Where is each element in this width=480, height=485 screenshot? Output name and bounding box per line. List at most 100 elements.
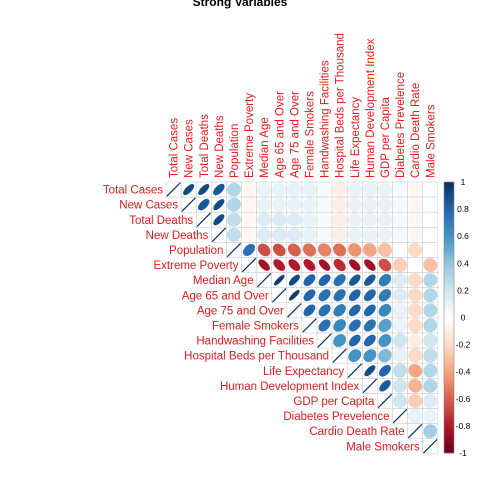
row-label: Age 75 and Over bbox=[197, 305, 284, 317]
legend-color-band bbox=[444, 266, 454, 271]
corr-ellipse bbox=[333, 258, 346, 272]
legend-color-band bbox=[444, 222, 454, 227]
legend-color-band bbox=[444, 429, 454, 433]
corr-ellipse bbox=[287, 212, 302, 227]
corr-ellipse bbox=[272, 197, 287, 212]
corr-ellipse bbox=[378, 289, 392, 302]
row-label: Population bbox=[169, 245, 223, 257]
row-label: Handwashing Facilities bbox=[196, 336, 314, 348]
corr-ellipse bbox=[378, 273, 392, 287]
legend-color-band bbox=[444, 344, 454, 349]
corr-ellipse bbox=[408, 242, 423, 258]
legend-color-band bbox=[444, 249, 454, 254]
corr-diagonal-mark bbox=[272, 288, 287, 303]
legend-tick-label: 0.8 bbox=[457, 204, 469, 214]
legend-color-band bbox=[444, 412, 454, 417]
corr-ellipse bbox=[392, 348, 408, 363]
row-label: Diabetes Prevelence bbox=[283, 411, 389, 423]
corr-ellipse bbox=[302, 227, 317, 242]
corr-ellipse bbox=[377, 227, 393, 242]
corr-ellipse bbox=[408, 333, 423, 348]
corr-ellipse bbox=[257, 212, 272, 227]
legend-color-band bbox=[444, 436, 454, 440]
corr-ellipse bbox=[363, 289, 376, 302]
corr-ellipse bbox=[317, 227, 332, 242]
corr-ellipse bbox=[318, 319, 331, 332]
corr-ellipse bbox=[317, 197, 332, 212]
corr-ellipse bbox=[197, 198, 210, 211]
corr-ellipse bbox=[272, 182, 287, 197]
column-label: Human Development Index bbox=[365, 38, 377, 178]
corr-ellipse bbox=[423, 227, 438, 242]
corr-ellipse bbox=[226, 212, 241, 227]
legend-color-band bbox=[444, 398, 454, 403]
legend-color-band bbox=[444, 402, 454, 406]
corr-ellipse bbox=[242, 243, 256, 257]
corr-diagonal-mark bbox=[392, 408, 408, 424]
legend-color-band bbox=[444, 256, 454, 261]
legend-color-band bbox=[444, 293, 454, 298]
corr-ellipse bbox=[347, 212, 362, 227]
column-label: Life Expectancy bbox=[350, 97, 362, 178]
corr-ellipse bbox=[348, 334, 361, 347]
legend-color-band bbox=[444, 253, 454, 257]
corr-ellipse bbox=[333, 243, 347, 257]
row-label: Female Smokers bbox=[212, 320, 299, 332]
corr-ellipse bbox=[303, 289, 316, 302]
legend-color-band bbox=[444, 405, 454, 410]
legend-color-band bbox=[444, 215, 454, 220]
corr-ellipse bbox=[318, 274, 331, 287]
legend-color-band bbox=[444, 310, 454, 315]
corr-ellipse bbox=[348, 304, 361, 317]
corr-ellipse bbox=[392, 182, 408, 197]
corr-ellipse bbox=[288, 259, 301, 271]
legend-color-band bbox=[444, 185, 454, 190]
corr-ellipse bbox=[378, 348, 392, 363]
corr-ellipse bbox=[423, 212, 438, 227]
legend-color-band bbox=[444, 287, 454, 291]
corr-ellipse bbox=[226, 197, 241, 212]
row-label: Hospital Beds per Thousand bbox=[184, 351, 329, 363]
legend-color-band bbox=[444, 239, 454, 244]
corr-ellipse bbox=[241, 212, 257, 227]
legend-color-band bbox=[444, 182, 454, 186]
legend-color-band bbox=[444, 195, 454, 200]
corr-ellipse bbox=[302, 182, 317, 197]
legend-color-band bbox=[444, 327, 454, 332]
column-label: New Cases bbox=[184, 119, 196, 178]
column-label: Age 75 and Over bbox=[289, 91, 301, 178]
corr-ellipse bbox=[392, 197, 408, 212]
corr-ellipse bbox=[408, 273, 423, 288]
legend-color-band bbox=[444, 341, 454, 345]
corr-ellipse bbox=[423, 424, 438, 439]
column-label: Age 65 and Over bbox=[274, 91, 286, 178]
corr-ellipse bbox=[378, 334, 392, 348]
legend-color-band bbox=[444, 314, 454, 318]
corr-diagonal-mark bbox=[302, 318, 317, 333]
column-label: GDP per Capita bbox=[380, 96, 392, 178]
legend-color-band bbox=[444, 337, 454, 342]
corr-ellipse bbox=[392, 227, 408, 242]
corr-ellipse bbox=[363, 319, 376, 332]
corr-ellipse bbox=[347, 227, 362, 242]
corr-diagonal-mark bbox=[181, 197, 196, 212]
legend-color-band bbox=[444, 442, 454, 447]
corr-ellipse bbox=[198, 183, 210, 196]
corr-ellipse bbox=[392, 288, 408, 303]
corr-ellipse bbox=[408, 318, 423, 333]
column-label: Hospital Beds per Thousand bbox=[335, 33, 347, 178]
corr-ellipse bbox=[392, 273, 408, 288]
legend-color-band bbox=[444, 449, 454, 454]
legend-tick-label: -0.6 bbox=[456, 394, 471, 404]
corr-ellipse bbox=[272, 212, 287, 227]
column-label: Handwashing Facilities bbox=[320, 60, 332, 178]
corr-ellipse bbox=[287, 182, 302, 197]
legend-color-band bbox=[444, 259, 454, 264]
corr-ellipse bbox=[348, 259, 361, 271]
legend-color-band bbox=[444, 246, 454, 251]
corr-ellipse bbox=[213, 183, 225, 196]
corr-ellipse bbox=[379, 380, 391, 392]
column-label: New Deaths bbox=[214, 115, 226, 178]
legend-color-band bbox=[444, 361, 454, 366]
legend-tick-label: 0.4 bbox=[457, 258, 469, 268]
